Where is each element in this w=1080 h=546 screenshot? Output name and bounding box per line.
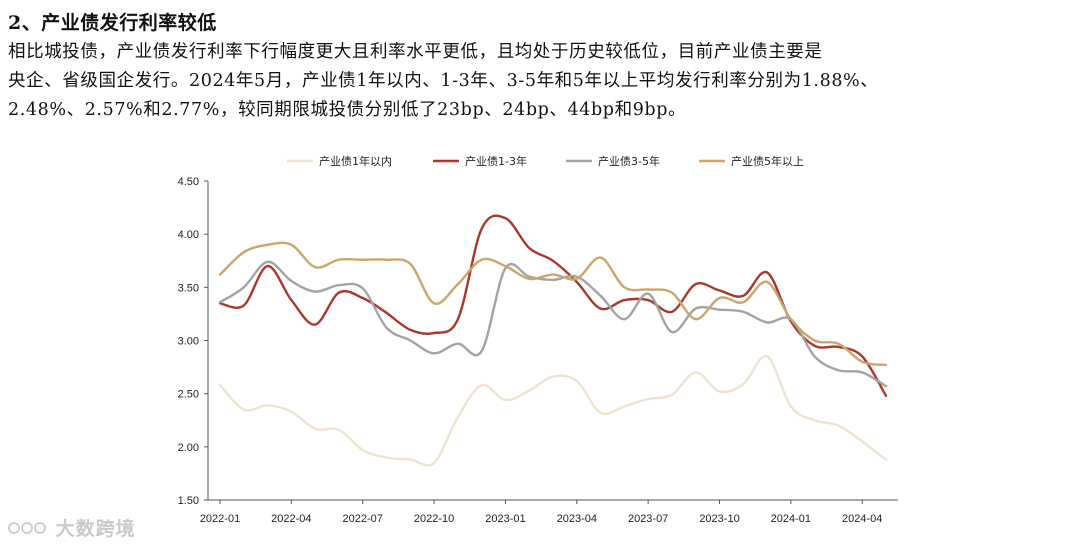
series-line-1 — [218, 355, 888, 467]
chart-axes: 1.50 2.00 2.50 3.00 3.50 4.00 4.50 2022-01 2022-… — [178, 176, 898, 525]
series-line-3 — [218, 260, 888, 388]
series-line-4 — [218, 241, 888, 367]
y-tick-label: 1.50 — [178, 495, 199, 507]
y-tick-label: 2.00 — [178, 442, 199, 454]
x-tick-label: 2022-04 — [271, 513, 311, 525]
x-tick-label: 2024-01 — [771, 513, 811, 525]
x-tick-label: 2023-07 — [628, 513, 668, 525]
x-tick-label: 2023-04 — [557, 513, 597, 525]
x-tick-label: 2023-10 — [699, 513, 739, 525]
y-tick-label: 3.50 — [178, 282, 199, 294]
watermark: 大数跨境 — [8, 514, 136, 541]
chart-series — [218, 214, 888, 467]
x-tick-label: 2022-10 — [414, 513, 454, 525]
section-heading: 2、产业债发行利率较低 — [8, 12, 217, 34]
y-tick-label: 4.00 — [178, 229, 199, 241]
paragraph-line: 2.48%、2.57%和2.77%，较同期限城投债分别低了23bp、24bp、4… — [8, 100, 687, 120]
chart-legend: 产业债1年以内 产业债1-3年 产业债3-5年 产业债5年以上 — [287, 154, 804, 168]
paragraph-line: 相比城投债，产业债发行利率下行幅度更大且利率水平更低，且均处于历史较低位，目前产… — [8, 42, 823, 62]
summary-paragraph: 相比城投债，产业债发行利率下行幅度更大且利率水平更低，且均处于历史较低位，目前产… — [8, 38, 1072, 125]
legend-label-4: 产业债5年以上 — [731, 154, 804, 168]
legend-label-2: 产业债1-3年 — [465, 154, 527, 168]
y-tick-label: 2.50 — [178, 389, 199, 401]
y-tick-label: 3.00 — [178, 336, 199, 348]
paragraph-line: 央企、省级国企发行。2024年5月，产业债1年以内、1-3年、3-5年和5年以上… — [8, 71, 879, 91]
x-tick-label: 2022-01 — [200, 513, 240, 525]
x-tick-label: 2024-04 — [842, 513, 882, 525]
legend-label-1: 产业债1年以内 — [319, 154, 392, 168]
x-tick-label: 2022-07 — [343, 513, 383, 525]
watermark-text: 大数跨境 — [55, 518, 136, 540]
y-tick-label: 4.50 — [178, 176, 199, 188]
x-tick-label: 2023-01 — [485, 513, 525, 525]
legend-label-3: 产业债3-5年 — [598, 154, 660, 168]
watermark-logo-icon — [8, 522, 46, 534]
series-line-2 — [218, 214, 888, 397]
